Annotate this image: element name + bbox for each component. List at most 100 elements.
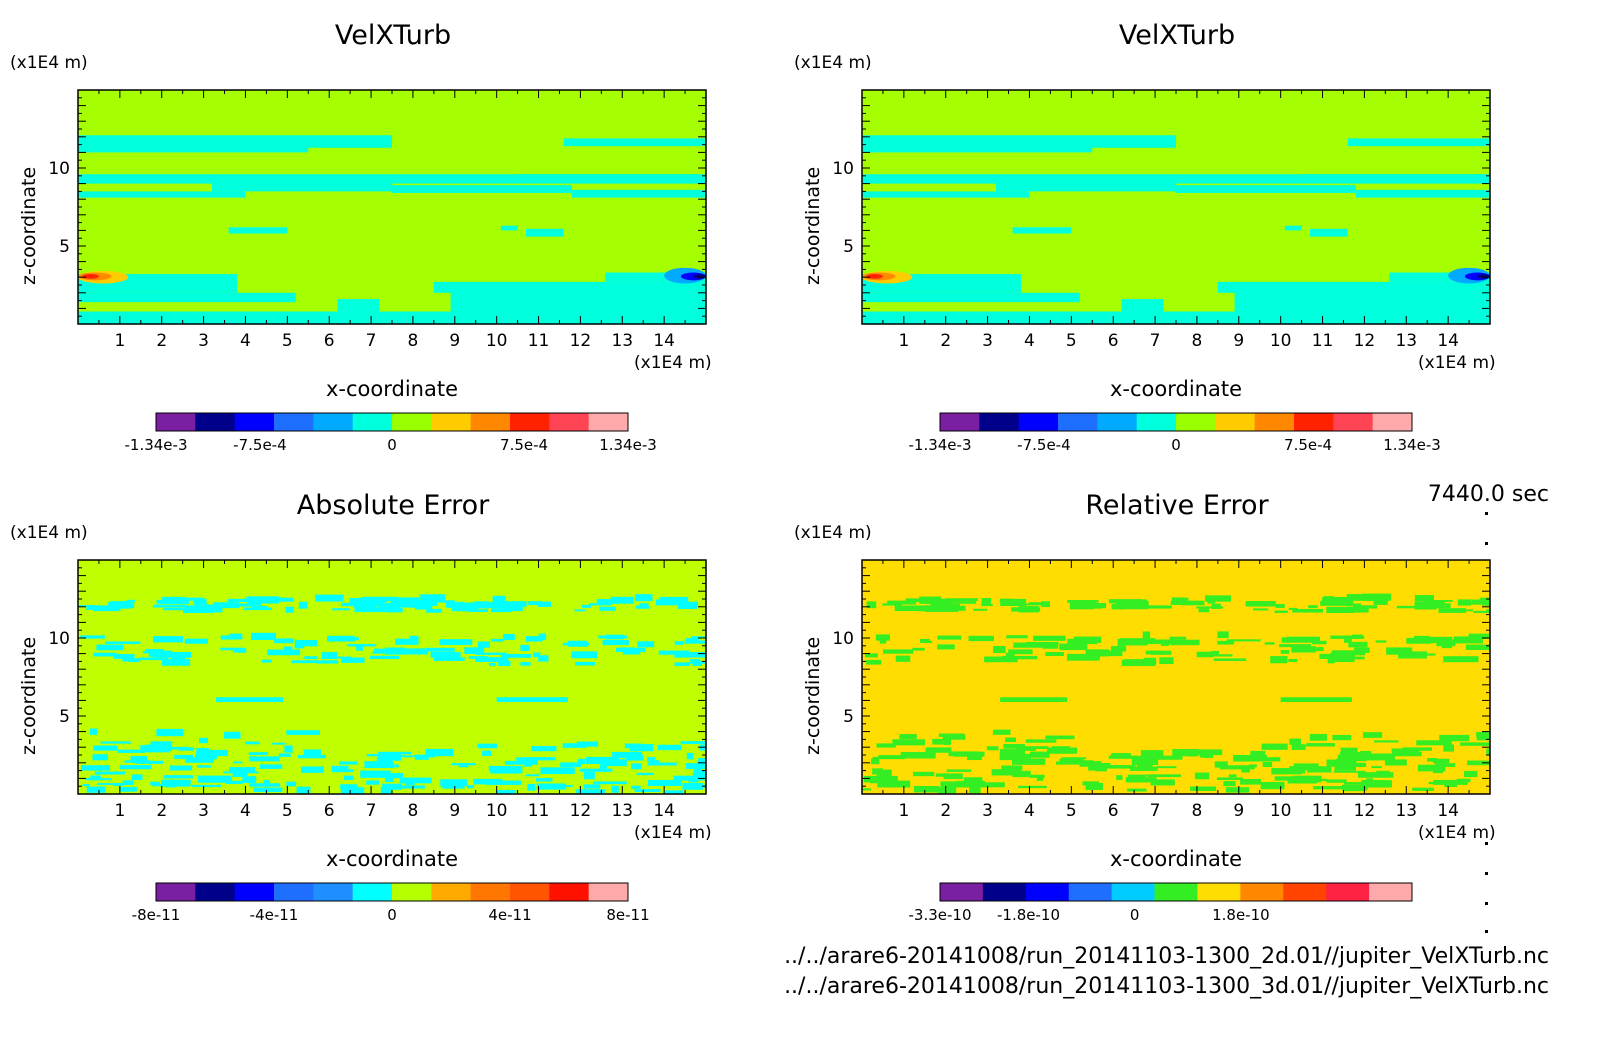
- heatmap-cell: [475, 652, 507, 655]
- marker-dot: [1485, 902, 1488, 905]
- heatmap-cell: [1361, 779, 1386, 787]
- heatmap-cell: [259, 764, 283, 769]
- heatmap-cell: [1025, 739, 1057, 743]
- heatmap-cell: [327, 635, 355, 642]
- heatmap-cell: [686, 752, 694, 760]
- heatmap-cell: [531, 746, 557, 752]
- heatmap-cell: [1111, 753, 1131, 758]
- heatmap-cell: [1274, 776, 1308, 781]
- heatmap-cell: [937, 787, 946, 794]
- colorbar-swatch: [588, 413, 629, 431]
- heatmap-cell: [366, 780, 380, 785]
- heatmap-cell: [1131, 758, 1159, 766]
- heatmap-cell: [1018, 753, 1031, 760]
- heatmap-cell: [925, 747, 952, 753]
- heatmap-cell: [1457, 599, 1472, 606]
- colorbar-swatch: [470, 413, 511, 431]
- heatmap-cell: [501, 654, 531, 658]
- heatmap-cell: [364, 603, 398, 607]
- heatmap-cell: [392, 785, 425, 789]
- heatmap-cell: [161, 659, 191, 666]
- heatmap-cell: [602, 760, 627, 767]
- heatmap-cell: [1061, 757, 1087, 760]
- x-tick-label: 5: [282, 801, 293, 821]
- heatmap-cell: [674, 652, 706, 658]
- plot-title: VelXTurb: [334, 20, 452, 51]
- heatmap-cell: [153, 604, 189, 608]
- heatmap-cell: [152, 636, 183, 643]
- x-tick-label: 13: [1395, 801, 1417, 821]
- heatmap-cell: [572, 189, 706, 198]
- heatmap-cell: [1250, 750, 1266, 758]
- heatmap-cell: [500, 225, 518, 231]
- heatmap-cell: [163, 775, 193, 779]
- heatmap-cell: [691, 636, 706, 639]
- heatmap-cell: [1444, 780, 1458, 787]
- heatmap-cell: [1253, 608, 1269, 611]
- heatmap-cell: [995, 177, 1176, 192]
- heatmap-cell: [1041, 601, 1051, 608]
- heatmap-cell: [674, 662, 691, 667]
- x-tick-label: 4: [1024, 801, 1035, 821]
- heatmap-cell: [895, 655, 911, 662]
- x-tick-label: 9: [1233, 331, 1244, 351]
- heatmap-cell: [1036, 775, 1044, 781]
- colorbar-swatch: [1369, 883, 1413, 901]
- heatmap-cell: [605, 272, 706, 282]
- heatmap-cell: [339, 761, 358, 765]
- x-tick-label: 13: [611, 801, 633, 821]
- colorbar-swatch: [1154, 883, 1198, 901]
- heatmap-cell: [1059, 758, 1084, 764]
- heatmap-cell: [602, 639, 629, 646]
- heatmap-cell: [1211, 603, 1221, 609]
- heatmap-cell: [368, 607, 390, 612]
- heatmap-cell: [286, 781, 297, 787]
- colorbar-swatch: [313, 883, 354, 901]
- heatmap-cell: [498, 660, 511, 666]
- heatmap-cell: [1127, 774, 1158, 777]
- x-tick-label: 13: [1395, 331, 1417, 351]
- heatmap-cell: [872, 756, 906, 760]
- heatmap-cell: [1233, 754, 1268, 762]
- heatmap-cell: [973, 782, 1005, 788]
- heatmap-cell: [415, 754, 429, 760]
- heatmap-cell: [384, 776, 394, 783]
- heatmap-cell: [943, 786, 957, 794]
- heatmap-cell: [171, 656, 186, 662]
- heatmap-cell: [165, 783, 176, 788]
- plot-title: VelXTurb: [1118, 20, 1236, 51]
- x-tick-label: 1: [114, 331, 125, 351]
- heatmap-cell: [1324, 598, 1354, 603]
- heatmap-cell: [967, 754, 982, 761]
- heatmap-cell: [517, 758, 538, 763]
- heatmap-cell: [677, 604, 697, 609]
- heatmap-cell: [1476, 732, 1490, 738]
- x-tick-label: 14: [653, 801, 675, 821]
- heatmap-cell: [1342, 785, 1359, 789]
- y-axis-label: z-coordinate: [802, 166, 824, 285]
- heatmap-cell: [617, 759, 627, 762]
- x-tick-label: 5: [282, 331, 293, 351]
- heatmap-cell: [648, 760, 660, 764]
- heatmap-cell: [1119, 638, 1156, 642]
- heatmap-cell: [86, 786, 106, 793]
- colorbar-swatch: [470, 883, 511, 901]
- heatmap-cell: [866, 659, 882, 665]
- x-tick-label: 8: [408, 331, 419, 351]
- heatmap-cell: [1217, 640, 1235, 645]
- heatmap-cell: [528, 601, 543, 606]
- heatmap-cell: [1217, 631, 1229, 639]
- colorbar-swatch: [979, 413, 1020, 431]
- heatmap-cell: [1443, 656, 1479, 663]
- heatmap-cell: [297, 754, 326, 759]
- heatmap-cell: [1211, 654, 1233, 657]
- heatmap-cell: [932, 738, 952, 745]
- heatmap-cell: [247, 596, 280, 604]
- heatmap-cell: [1374, 740, 1399, 743]
- negative-peak: [693, 274, 706, 279]
- heatmap-cell: [1264, 642, 1275, 645]
- heatmap-cell: [1343, 782, 1369, 785]
- heatmap-cell: [586, 756, 620, 765]
- heatmap-cell: [1464, 770, 1478, 778]
